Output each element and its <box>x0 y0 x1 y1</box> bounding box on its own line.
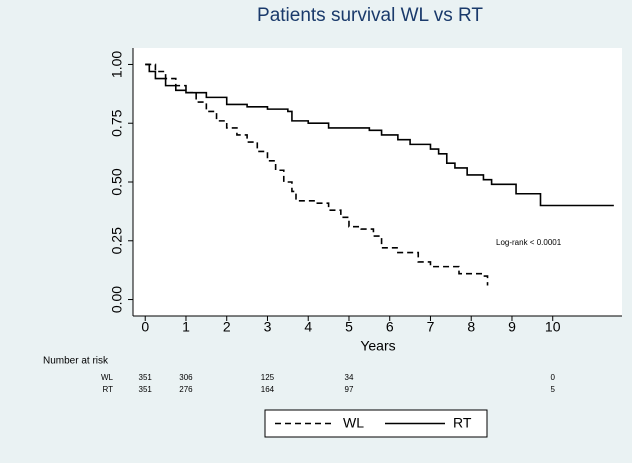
legend <box>264 409 488 438</box>
risk-value: 34 <box>345 373 354 382</box>
risk-row-label: WL <box>101 373 114 382</box>
plot-area <box>133 48 622 316</box>
x-tick-label: 5 <box>345 319 353 335</box>
risk-value: 351 <box>139 385 153 394</box>
y-tick-label: 1.00 <box>109 51 125 78</box>
y-tick-label: 0.25 <box>109 227 125 254</box>
x-tick-label: 2 <box>223 319 231 335</box>
legend-label: WL <box>343 415 364 431</box>
legend-label: RT <box>453 415 472 431</box>
x-tick-label: 4 <box>304 319 312 335</box>
risk-value: 97 <box>345 385 354 394</box>
risk-value: 164 <box>261 385 275 394</box>
x-tick-label: 10 <box>545 319 561 335</box>
x-tick-label: 9 <box>508 319 516 335</box>
risk-value: 276 <box>179 385 193 394</box>
survival-curve <box>145 63 489 286</box>
y-tick-label: 0.50 <box>109 168 125 195</box>
y-tick-label: 0.75 <box>109 109 125 136</box>
annotation: Log-rank < 0.0001 <box>496 238 562 247</box>
risk-value: 5 <box>550 385 555 394</box>
risk-title: Number at risk <box>43 356 109 367</box>
x-tick-label: 7 <box>427 319 435 335</box>
risk-value: 0 <box>550 373 555 382</box>
x-tick-label: 6 <box>386 319 394 335</box>
x-tick-label: 8 <box>467 319 475 335</box>
x-tick-label: 0 <box>141 319 149 335</box>
risk-value: 125 <box>261 373 275 382</box>
chart-title: Patients survival WL vs RT <box>257 5 483 26</box>
x-tick-label: 1 <box>182 319 190 335</box>
survival-curve <box>145 63 614 207</box>
risk-row-label: RT <box>102 385 113 394</box>
x-tick-label: 3 <box>264 319 272 335</box>
risk-value: 351 <box>139 373 153 382</box>
x-axis-label: Years <box>360 338 395 354</box>
y-tick-label: 0.00 <box>109 286 125 313</box>
risk-value: 306 <box>179 373 193 382</box>
